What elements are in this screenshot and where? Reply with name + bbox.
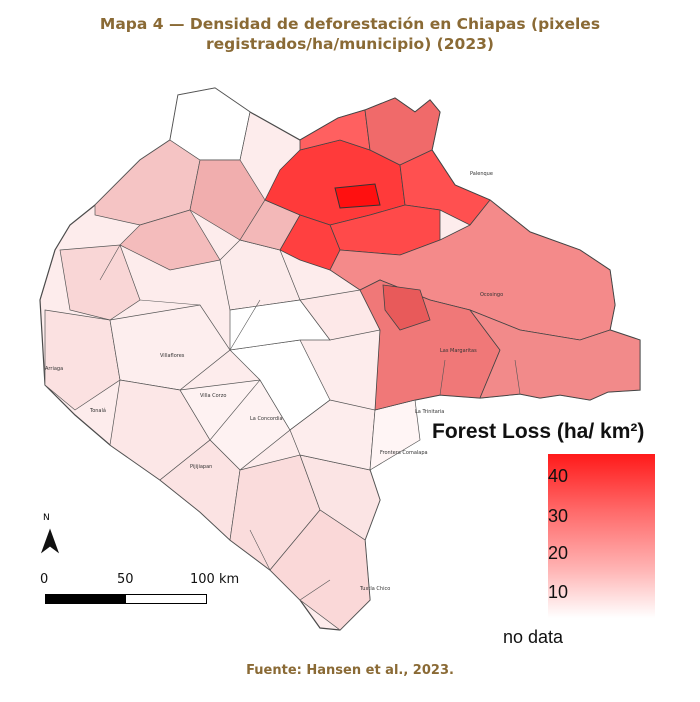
municipality-label: Villa Corzo	[200, 393, 226, 399]
scale-label-mid: 50	[117, 572, 134, 587]
scale-bar-black	[45, 594, 127, 604]
municipality-label: Tonalá	[89, 407, 106, 414]
legend-tick-30: 30	[548, 506, 569, 526]
municipality-label: La Trinitaria	[415, 409, 444, 415]
map-title: Mapa 4 — Densidad de deforestación en Ch…	[60, 14, 640, 54]
legend-no-data: no data	[503, 627, 564, 647]
municipality-label: La Concordia	[250, 416, 283, 422]
legend-gradient-bar	[548, 454, 655, 618]
municipality-label: Frontera Comalapa	[380, 450, 428, 456]
municipality-label: Villaflores	[160, 353, 185, 359]
legend-tick-10: 10	[548, 582, 569, 602]
scale-bar-white	[125, 594, 207, 604]
north-label: N	[43, 513, 50, 523]
legend-tick-20: 20	[548, 543, 569, 563]
municipality-label: Palenque	[470, 171, 493, 177]
north-arrow-icon	[40, 528, 60, 554]
legend-tick-40: 40	[548, 466, 569, 486]
municipality-label: Las Margaritas	[440, 348, 477, 354]
municipality-label: Arriaga	[45, 366, 63, 372]
map-number: Mapa 4 —	[99, 15, 185, 33]
municipality-label: Tuxtla Chico	[359, 586, 390, 592]
source-note: Fuente: Hansen et al., 2023.	[246, 663, 454, 678]
municipality-label: Pijijiapan	[190, 464, 212, 470]
map-title-text: Densidad de deforestación en Chiapas (pi…	[189, 15, 601, 53]
scale-label-end: 100 km	[190, 572, 240, 587]
scale-label-zero: 0	[40, 572, 49, 587]
municipality-label: Ocosingo	[480, 292, 503, 298]
legend-title: Forest Loss (ha/ km²)	[432, 420, 645, 443]
